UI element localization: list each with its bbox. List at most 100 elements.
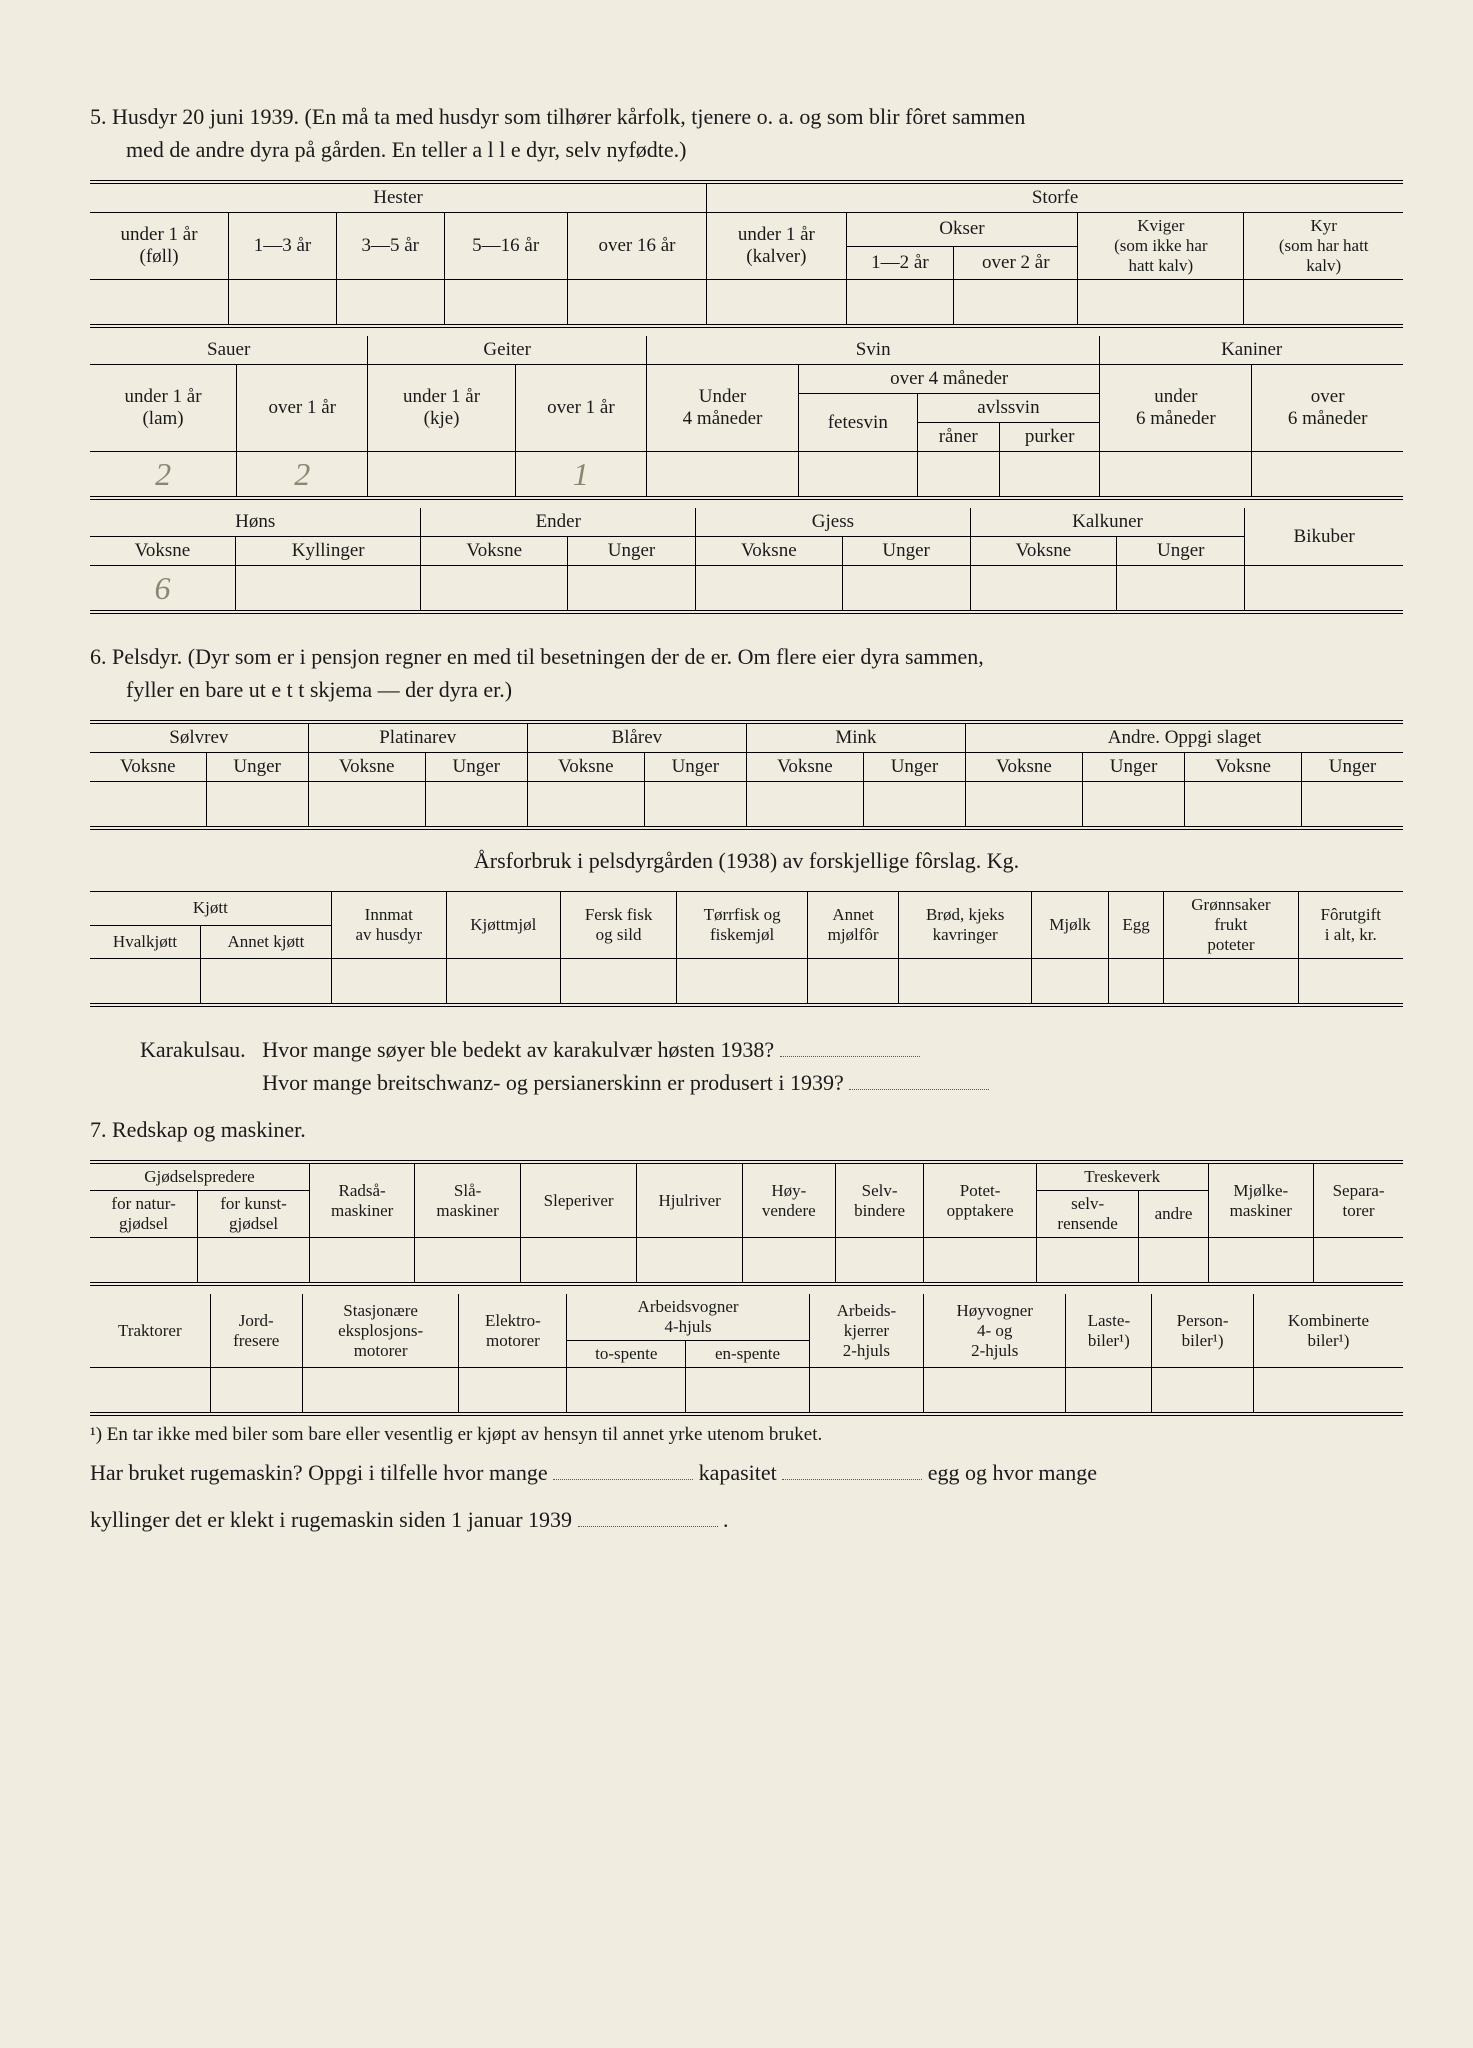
cell[interactable] <box>1185 782 1302 829</box>
cell[interactable] <box>842 566 970 613</box>
cell[interactable] <box>1244 280 1403 327</box>
cell[interactable] <box>415 1238 520 1285</box>
cell[interactable] <box>746 782 863 829</box>
cell[interactable] <box>1036 1238 1139 1285</box>
hdr-selv: Selv- bindere <box>835 1162 924 1238</box>
cell[interactable] <box>90 959 201 1006</box>
cell[interactable] <box>1245 566 1403 613</box>
cell[interactable] <box>336 280 444 327</box>
cell[interactable] <box>1032 959 1109 1006</box>
cell[interactable] <box>807 959 898 1006</box>
cell[interactable] <box>201 959 332 1006</box>
cell[interactable] <box>560 959 676 1006</box>
cell[interactable] <box>308 782 425 829</box>
cell[interactable] <box>1252 452 1403 499</box>
cell[interactable] <box>90 782 206 829</box>
cell[interactable] <box>970 566 1117 613</box>
cell[interactable] <box>527 782 644 829</box>
hdr-treske: Treskeverk <box>1036 1162 1208 1191</box>
hdr-kalkuner: Kalkuner <box>970 508 1245 537</box>
cell[interactable] <box>567 566 695 613</box>
hdr-torrfisk: Tørrfisk og fiskemjøl <box>677 892 808 959</box>
cell[interactable] <box>90 280 229 327</box>
cell[interactable] <box>198 1238 310 1285</box>
hdr-mjolke: Mjølke- maskiner <box>1208 1162 1313 1238</box>
hdr-elektro: Elektro- motorer <box>459 1294 567 1368</box>
cell-geit-o1[interactable]: 1 <box>515 452 646 499</box>
hdr-hester: Hester <box>90 182 707 213</box>
hdr-arbeids2: Arbeids- kjerrer 2-hjuls <box>809 1294 923 1368</box>
q5-line2: med de andre dyra på gården. En teller a… <box>90 137 687 162</box>
cell[interactable] <box>1298 959 1403 1006</box>
cell[interactable] <box>647 452 799 499</box>
cell[interactable] <box>863 782 965 829</box>
cell[interactable] <box>1208 1238 1313 1285</box>
cell[interactable] <box>799 452 918 499</box>
hdr-hvalkjott: Hvalkjøtt <box>90 925 201 959</box>
cell[interactable] <box>742 1238 835 1285</box>
cell[interactable] <box>1117 566 1245 613</box>
cell[interactable] <box>1253 1368 1403 1415</box>
cell[interactable] <box>1100 452 1252 499</box>
cell[interactable] <box>966 782 1083 829</box>
cell[interactable] <box>421 566 568 613</box>
cell[interactable] <box>368 452 515 499</box>
cell-hons-voksne[interactable]: 6 <box>90 566 235 613</box>
cell[interactable] <box>917 452 999 499</box>
cell[interactable] <box>835 1238 924 1285</box>
cell[interactable] <box>302 1368 459 1415</box>
cell[interactable] <box>425 782 527 829</box>
cell[interactable] <box>235 566 421 613</box>
cell[interactable] <box>206 782 308 829</box>
cell[interactable] <box>1082 782 1184 829</box>
cell-sau-o1[interactable]: 2 <box>237 452 368 499</box>
cell[interactable] <box>999 452 1099 499</box>
hdr-v5: Voksne <box>966 753 1083 782</box>
cell[interactable] <box>924 1238 1036 1285</box>
cell[interactable] <box>210 1368 302 1415</box>
fill-rugemask-n[interactable] <box>553 1457 693 1480</box>
hdr-purker: purker <box>999 423 1099 452</box>
cell[interactable] <box>446 959 560 1006</box>
cell[interactable] <box>90 1368 210 1415</box>
cell[interactable] <box>686 1368 810 1415</box>
fill-karakul2[interactable] <box>849 1067 989 1090</box>
cell[interactable] <box>644 782 746 829</box>
cell[interactable] <box>520 1238 637 1285</box>
cell[interactable] <box>1078 280 1244 327</box>
cell[interactable] <box>677 959 808 1006</box>
cell[interactable] <box>1314 1238 1403 1285</box>
cell[interactable] <box>1164 959 1298 1006</box>
cell[interactable] <box>331 959 446 1006</box>
cell[interactable] <box>1302 782 1403 829</box>
hdr-traktorer: Traktorer <box>90 1294 210 1368</box>
fill-kapasitet[interactable] <box>782 1457 922 1480</box>
cell[interactable] <box>90 1238 198 1285</box>
cell[interactable] <box>567 1368 686 1415</box>
cell[interactable] <box>923 1368 1066 1415</box>
cell[interactable] <box>846 280 954 327</box>
cell[interactable] <box>444 280 567 327</box>
cell[interactable] <box>459 1368 567 1415</box>
cell[interactable] <box>637 1238 742 1285</box>
fill-karakul1[interactable] <box>780 1034 920 1057</box>
cell[interactable] <box>899 959 1032 1006</box>
cell[interactable] <box>696 566 843 613</box>
cell[interactable] <box>707 280 846 327</box>
hdr-35: 3—5 år <box>336 213 444 280</box>
cell[interactable] <box>1152 1368 1254 1415</box>
q7-line: Redskap og maskiner. <box>112 1117 306 1142</box>
fill-kyllinger[interactable] <box>578 1504 718 1527</box>
cell[interactable] <box>229 280 337 327</box>
cell[interactable] <box>954 280 1078 327</box>
cell[interactable] <box>1108 959 1163 1006</box>
hdr-radsa: Radså- maskiner <box>309 1162 414 1238</box>
cell[interactable] <box>1066 1368 1152 1415</box>
cell[interactable] <box>809 1368 923 1415</box>
cell[interactable] <box>1139 1238 1208 1285</box>
cell[interactable] <box>567 280 706 327</box>
cell[interactable] <box>309 1238 414 1285</box>
hdr-mjolk: Mjølk <box>1032 892 1109 959</box>
cell-sau-lam[interactable]: 2 <box>90 452 237 499</box>
t5-title: Årsforbruk i pelsdyrgården (1938) av for… <box>90 844 1403 877</box>
